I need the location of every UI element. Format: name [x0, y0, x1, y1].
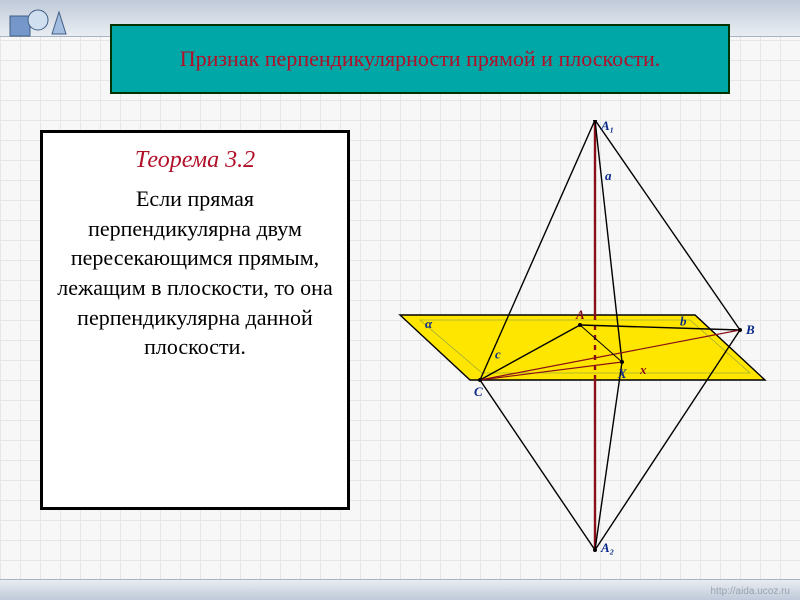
footer-url: http://aida.ucoz.ru [711, 586, 791, 597]
svg-text:x: x [639, 362, 647, 377]
svg-text:c: c [495, 347, 501, 362]
theorem-box: Теорема 3.2 Если прямая перпендикулярна … [40, 130, 350, 510]
svg-text:A: A [575, 307, 585, 322]
svg-text:a: a [605, 168, 612, 183]
svg-text:A₂: A₂ [600, 540, 614, 555]
slide-title-panel: Признак перпендикулярности прямой и плос… [110, 24, 730, 94]
slide-title-text: Признак перпендикулярности прямой и плос… [180, 46, 661, 72]
theorem-body: Если прямая перпендикулярна двум пересек… [55, 184, 335, 362]
bottom-accent-bar [0, 579, 800, 600]
svg-text:α: α [425, 316, 433, 331]
svg-text:X: X [617, 366, 627, 381]
svg-text:C: C [474, 384, 483, 399]
decorative-geometry-icon [8, 2, 68, 38]
geometry-diagram: A₁ A₂ a A B C Xx b c α [370, 120, 780, 560]
svg-text:A₁: A₁ [600, 120, 614, 133]
svg-text:b: b [680, 314, 687, 329]
svg-text:B: B [745, 322, 755, 337]
theorem-title: Теорема 3.2 [55, 147, 335, 174]
